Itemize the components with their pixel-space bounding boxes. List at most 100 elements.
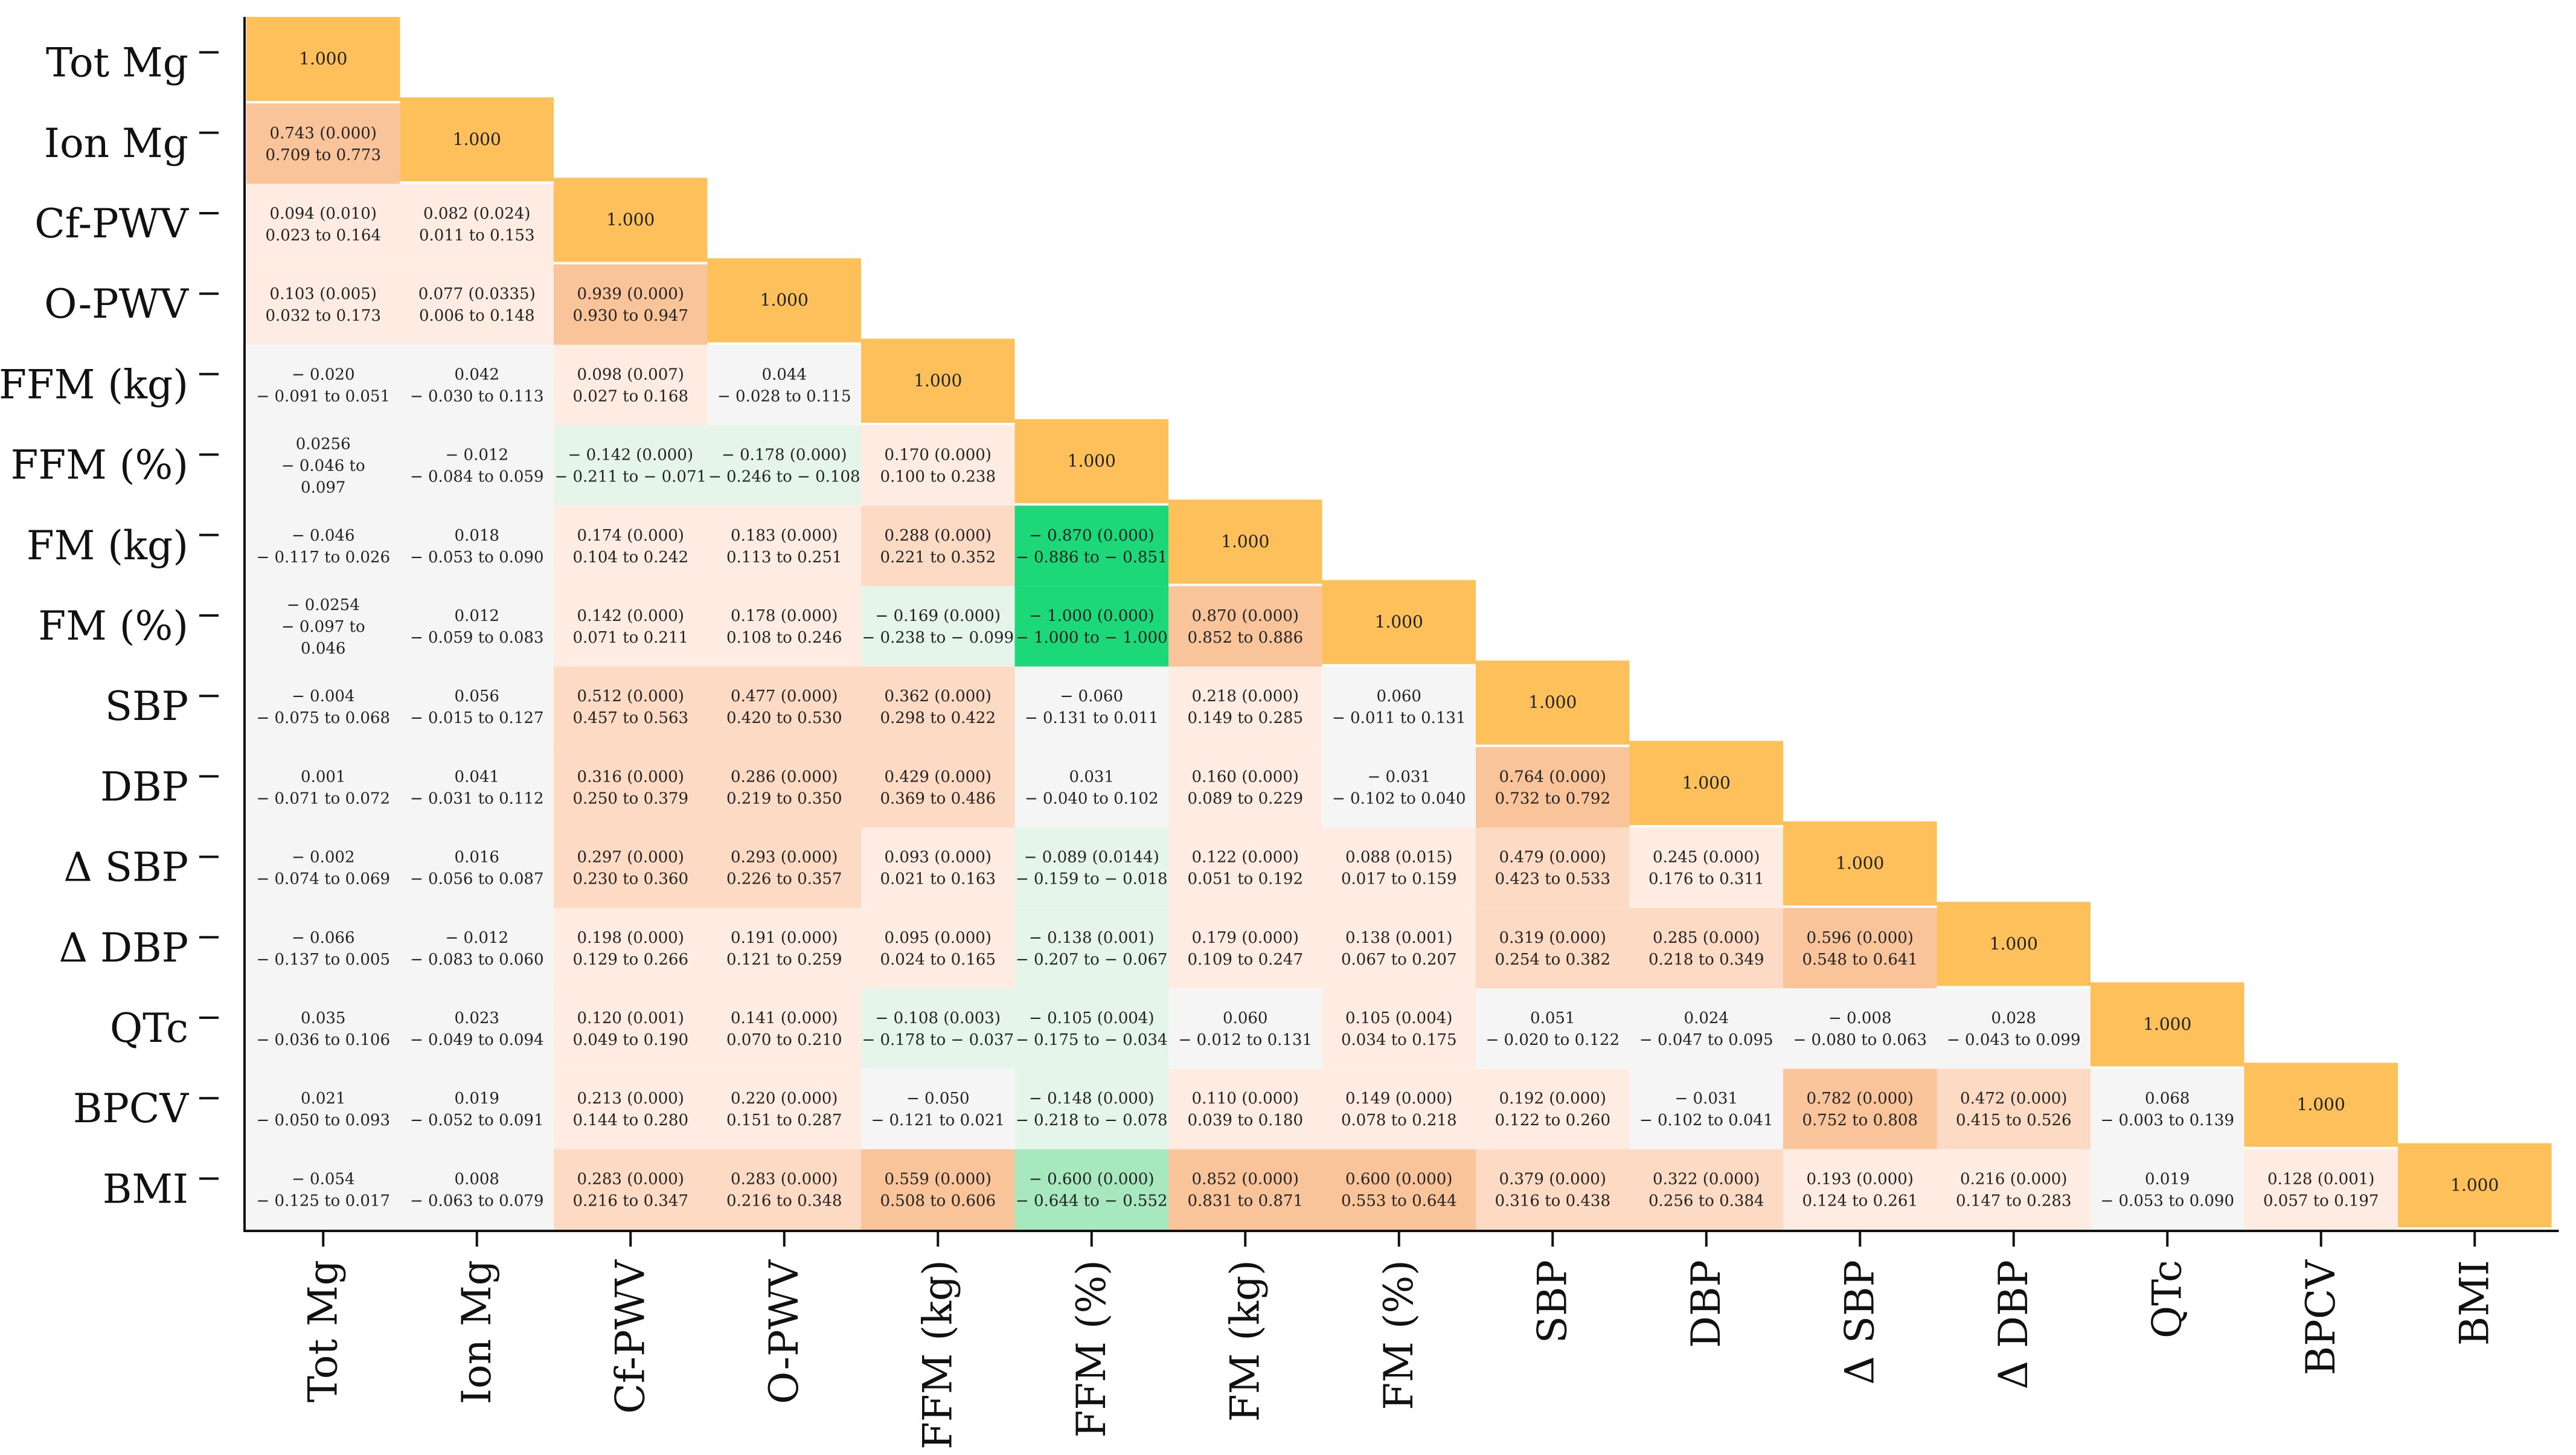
x-tick-label-fm-pct: FM (%) xyxy=(1376,1260,1422,1410)
heatmap-cell-label: − 0.074 to 0.069 xyxy=(256,870,390,888)
heatmap-cell-bpcv-vs-fm-kg xyxy=(1168,1068,1322,1149)
heatmap-cell-label: 0.782 (0.000) xyxy=(1807,1090,1914,1108)
heatmap-cell-fm-pct-vs-ion-mg xyxy=(400,586,554,667)
heatmap-cell-bpcv-vs-sbp xyxy=(1476,1068,1630,1149)
heatmap-cell-label: − 0.102 to 0.040 xyxy=(1332,789,1466,808)
heatmap-cell-label: 0.297 (0.000) xyxy=(577,849,684,867)
heatmap-cell-label: 0.027 to 0.168 xyxy=(573,387,689,405)
y-tick-label-tot-mg: Tot Mg xyxy=(46,40,188,86)
heatmap-cell-label: 0.220 (0.000) xyxy=(731,1090,838,1108)
heatmap-cell-dbp-vs-ffm-pct xyxy=(1014,747,1168,827)
heatmap-cell-label: − 0.046 xyxy=(292,527,354,545)
heatmap-cell-diagonal-bpcv xyxy=(2244,1062,2398,1147)
heatmap-cell-label: 0.250 to 0.379 xyxy=(573,789,689,808)
heatmap-cell-bpcv-vs-cf-pwv xyxy=(554,1068,708,1149)
heatmap-cell-label: 0.183 (0.000) xyxy=(731,527,838,545)
heatmap-cell-label: 0.035 xyxy=(301,1009,345,1027)
heatmap-cell-label: 0.089 to 0.229 xyxy=(1188,789,1304,808)
heatmap-cell-label: 0.044 xyxy=(762,365,807,384)
heatmap-cell-label: − 0.020 xyxy=(292,365,354,384)
heatmap-cell-bpcv-vs-tot-mg xyxy=(246,1068,400,1149)
heatmap-cell-delta-sbp-vs-ion-mg xyxy=(400,827,554,908)
heatmap-cell-label: 0.056 xyxy=(455,687,499,705)
heatmap-cell-label: 0.071 to 0.211 xyxy=(573,629,689,647)
heatmap-cell-label: 0.230 to 0.360 xyxy=(573,870,689,888)
heatmap-cell-label: − 0.121 to 0.021 xyxy=(871,1111,1005,1129)
heatmap-cell-label: 0.316 (0.000) xyxy=(577,768,684,786)
heatmap-cell-label: 0.068 xyxy=(2145,1090,2190,1108)
heatmap-cell-label: − 0.105 (0.004) xyxy=(1029,1009,1154,1027)
heatmap-cell-label: − 0.012 xyxy=(446,446,508,464)
heatmap-diagonal-label: 1.000 xyxy=(2297,1094,2345,1114)
heatmap-cell-label: − 0.218 to − 0.078 xyxy=(1016,1111,1168,1129)
heatmap-cell-label: 0.429 (0.000) xyxy=(885,768,992,786)
heatmap-cell-label: − 0.131 to 0.011 xyxy=(1025,709,1159,727)
heatmap-cell-fm-pct-vs-ffm-kg xyxy=(861,586,1015,667)
heatmap-cell-qtc-vs-sbp xyxy=(1476,988,1630,1069)
heatmap-cell-label: − 0.003 to 0.139 xyxy=(2100,1111,2234,1129)
heatmap-cell-label: 0.078 to 0.218 xyxy=(1341,1111,1457,1129)
heatmap-cell-delta-dbp-vs-dbp xyxy=(1629,908,1783,989)
heatmap-cell-label: 0.362 (0.000) xyxy=(885,687,992,705)
heatmap-cell-dbp-vs-o-pwv xyxy=(707,747,861,827)
heatmap-cell-delta-sbp-vs-tot-mg xyxy=(246,827,400,908)
heatmap-cell-label: 0.221 to 0.352 xyxy=(880,548,996,567)
heatmap-cell-label: 0.218 to 0.349 xyxy=(1648,951,1764,969)
heatmap-cell-label: 0.176 to 0.311 xyxy=(1648,870,1764,888)
heatmap-cell-bmi-vs-tot-mg xyxy=(246,1149,400,1230)
heatmap-cell-label: 0.129 to 0.266 xyxy=(573,951,689,969)
heatmap-cell-label: 0.109 to 0.247 xyxy=(1188,951,1304,969)
y-tick-label-cf-pwv: Cf-PWV xyxy=(34,201,189,247)
heatmap-cell-qtc-vs-ffm-kg xyxy=(861,988,1015,1069)
heatmap-cell-o-pwv-vs-tot-mg xyxy=(246,264,400,345)
heatmap-cell-bmi-vs-ion-mg xyxy=(400,1149,554,1230)
x-tick-label-fm-kg: FM (kg) xyxy=(1222,1260,1268,1422)
heatmap-cell-label: 0.016 xyxy=(455,849,499,867)
heatmap-cell-label: − 0.030 to 0.113 xyxy=(410,387,544,405)
heatmap-cell-label: 0.254 to 0.382 xyxy=(1495,951,1611,969)
heatmap-diagonal-label: 1.000 xyxy=(1682,772,1731,792)
heatmap-cell-label: 0.151 to 0.287 xyxy=(726,1111,842,1129)
heatmap-cell-label: 0.141 (0.000) xyxy=(731,1009,838,1027)
heatmap-cell-label: 0.752 to 0.808 xyxy=(1802,1111,1918,1129)
heatmap-cell-label: 0.198 (0.000) xyxy=(577,929,684,947)
heatmap-cell-diagonal-tot-mg xyxy=(246,17,400,101)
heatmap-cell-diagonal-o-pwv xyxy=(707,258,861,342)
x-tick-label-sbp: SBP xyxy=(1529,1260,1575,1343)
heatmap-cell-delta-dbp-vs-o-pwv xyxy=(707,908,861,989)
heatmap-cell-qtc-vs-cf-pwv xyxy=(554,988,708,1069)
heatmap-cell-ffm-pct-vs-cf-pwv xyxy=(554,425,708,506)
heatmap-cell-label: 0.021 to 0.163 xyxy=(880,870,996,888)
heatmap-diagonal-label: 1.000 xyxy=(299,49,347,69)
heatmap-cell-bmi-vs-ffm-pct xyxy=(1014,1149,1168,1230)
heatmap-cell-label: 0.142 (0.000) xyxy=(577,607,684,625)
heatmap-cell-delta-dbp-vs-ffm-kg xyxy=(861,908,1015,989)
heatmap-cell-label: 0.179 (0.000) xyxy=(1192,929,1299,947)
x-tick-label-o-pwv: O-PWV xyxy=(761,1259,807,1404)
heatmap-cell-label: − 0.046 to xyxy=(281,457,365,475)
heatmap-cell-label: 0.852 (0.000) xyxy=(1192,1170,1299,1188)
heatmap-cell-label: 0.508 to 0.606 xyxy=(880,1192,996,1210)
heatmap-cell-bmi-vs-bpcv xyxy=(2244,1149,2398,1230)
heatmap-cell-bmi-vs-fm-kg xyxy=(1168,1149,1322,1230)
heatmap-cell-fm-kg-vs-tot-mg xyxy=(246,506,400,586)
heatmap-cell-ffm-kg-vs-o-pwv xyxy=(707,344,861,425)
heatmap-cell-qtc-vs-ion-mg xyxy=(400,988,554,1069)
heatmap-cell-label: 0.067 to 0.207 xyxy=(1341,951,1457,969)
heatmap-diagonal-label: 1.000 xyxy=(1068,451,1116,471)
heatmap-cell-fm-pct-vs-ffm-pct xyxy=(1014,586,1168,667)
heatmap-cell-fm-kg-vs-ion-mg xyxy=(400,506,554,586)
x-tick-label-dbp: DBP xyxy=(1683,1260,1729,1348)
heatmap-cell-label: 0.283 (0.000) xyxy=(577,1170,684,1188)
heatmap-cell-label: 0.256 to 0.384 xyxy=(1648,1192,1764,1210)
heatmap-cell-label: − 0.060 xyxy=(1060,687,1123,705)
heatmap-cell-label: 0.019 xyxy=(2145,1170,2190,1188)
heatmap-cell-label: 0.082 (0.024) xyxy=(423,205,530,223)
heatmap-cell-label: 0.098 (0.007) xyxy=(577,365,684,384)
x-tick-label-delta-sbp: Δ SBP xyxy=(1836,1260,1883,1385)
x-tick-label-bpcv: BPCV xyxy=(2298,1259,2344,1375)
y-tick-label-qtc: QTc xyxy=(110,1005,188,1052)
heatmap-cell-diagonal-delta-sbp xyxy=(1783,821,1937,906)
heatmap-diagonal-label: 1.000 xyxy=(760,290,809,310)
heatmap-cell-label: − 0.117 to 0.026 xyxy=(256,548,390,567)
